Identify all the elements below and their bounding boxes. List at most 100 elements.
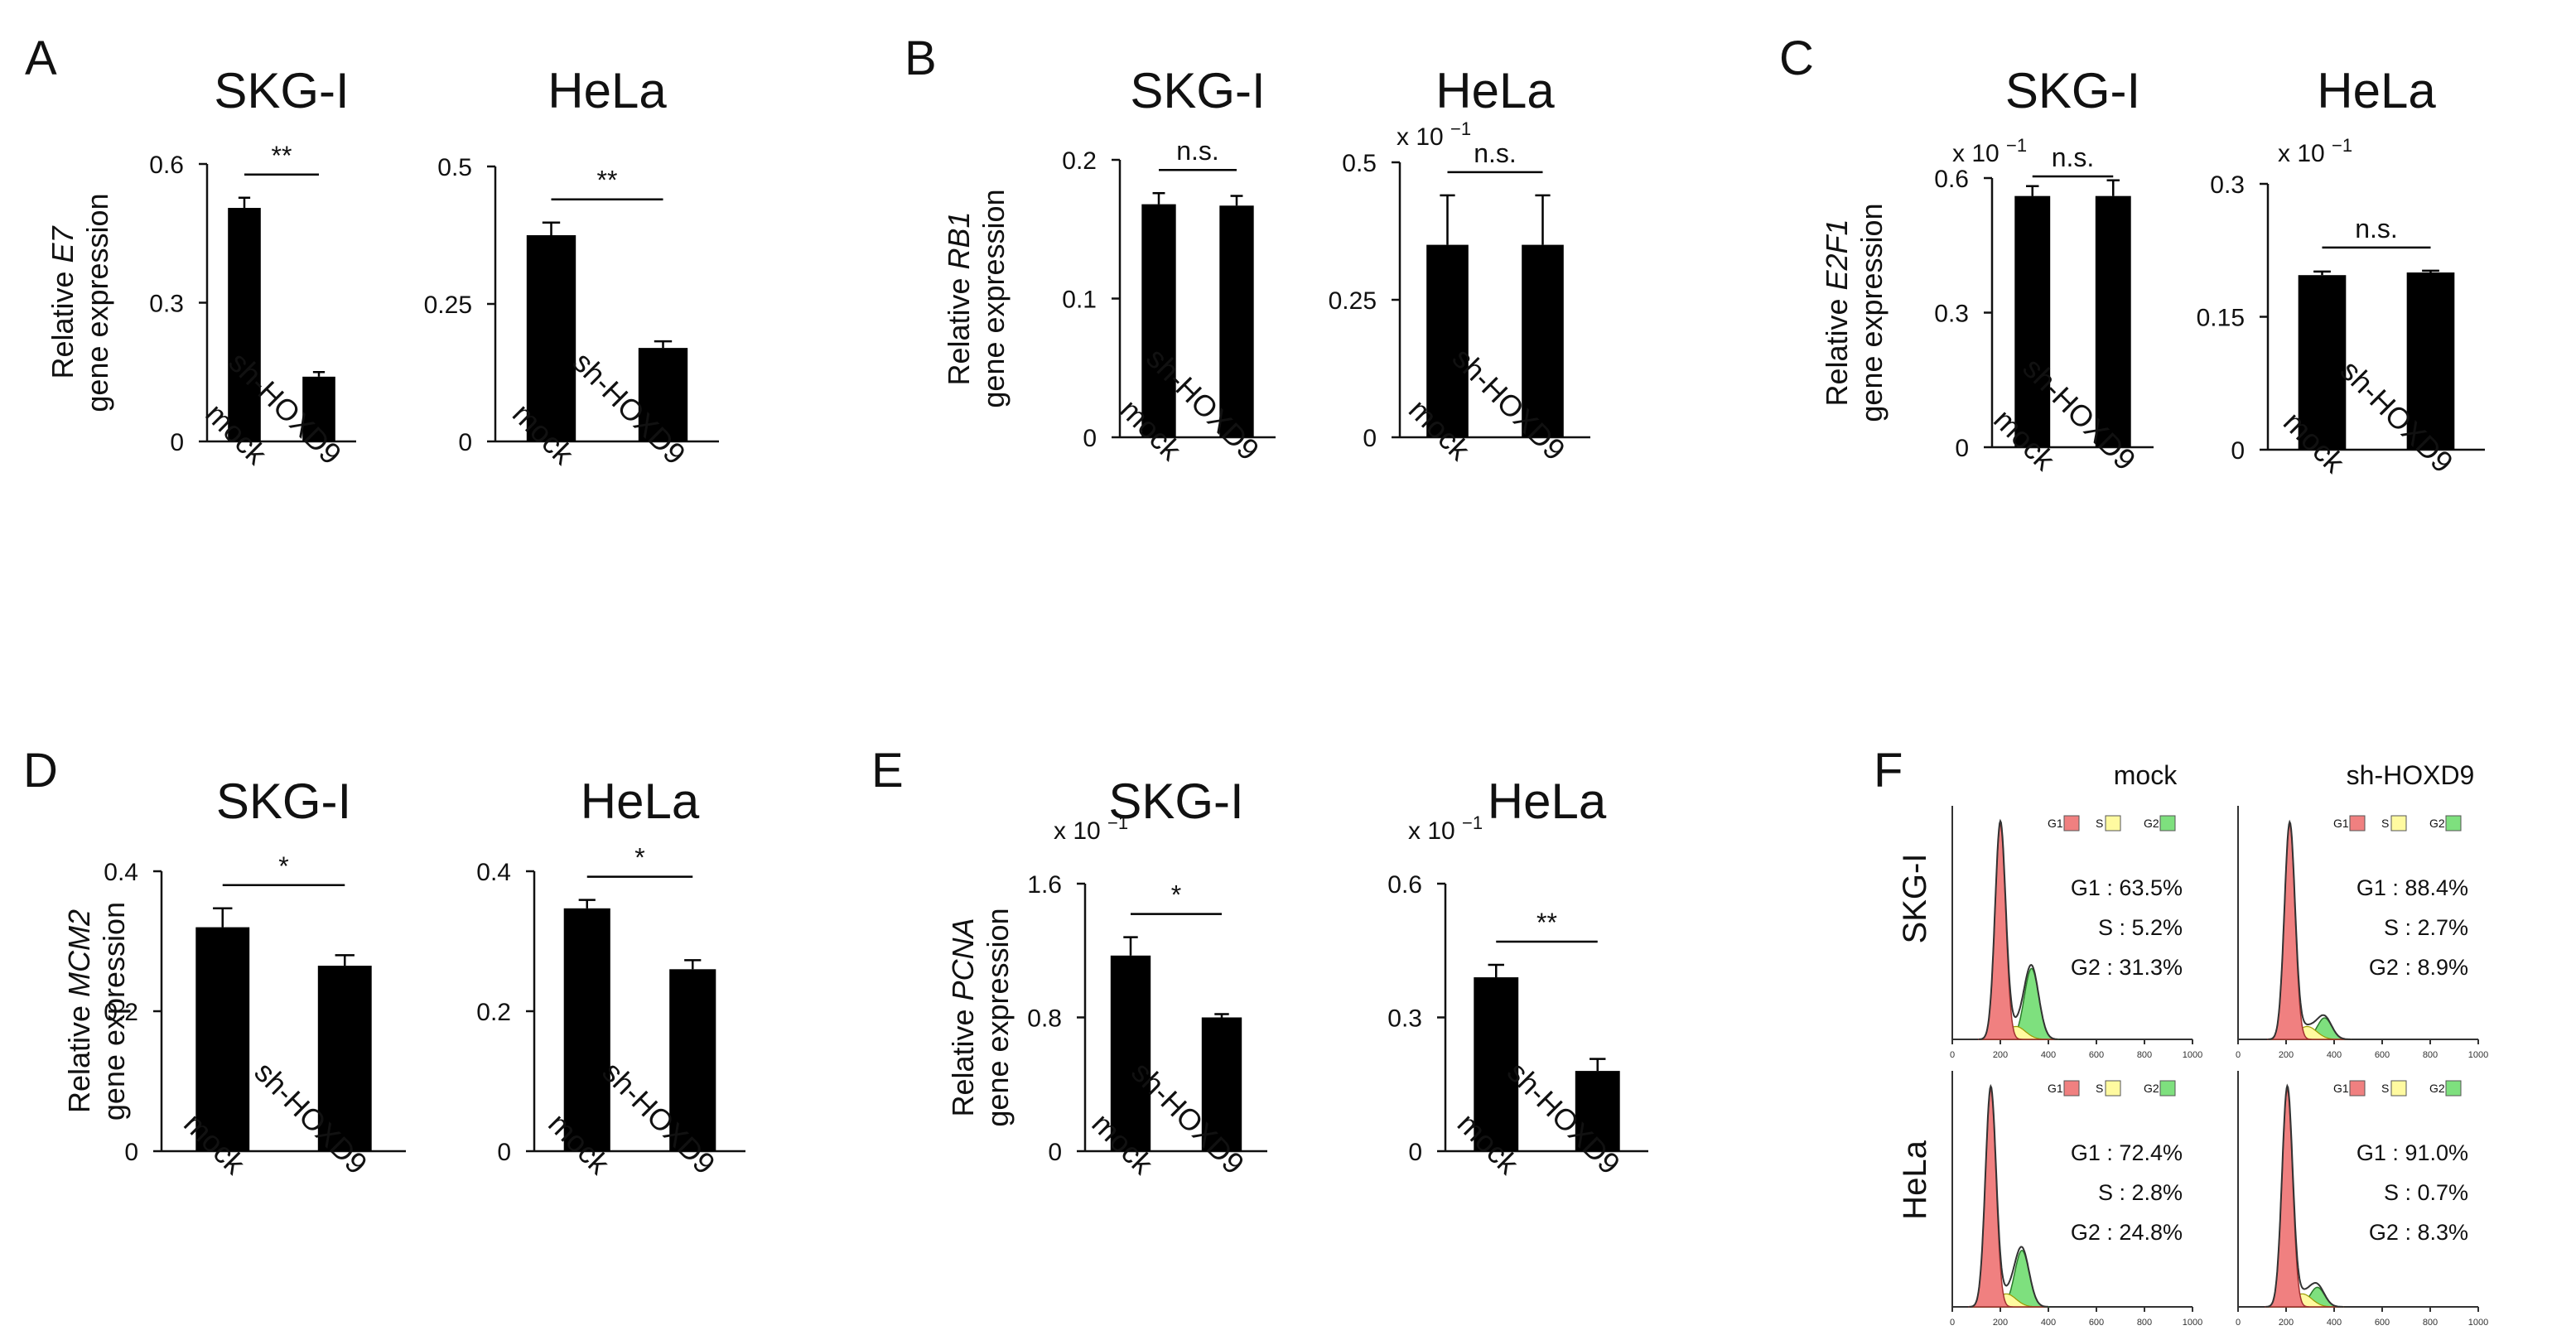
significance-label: n.s. [2355,214,2398,243]
histogram-x-tick-label: 1000 [2468,1050,2488,1060]
y-axis-label-line2: gene expression [97,902,131,1121]
histogram-x-tick-label: 0 [1950,1318,1955,1328]
y-tick-label: 0.4 [476,859,511,886]
row-header: HeLa [1897,1140,1933,1219]
chart-title: SKG-I [214,63,349,118]
legend-swatch-G1 [2349,815,2366,831]
histogram-x-tick-label: 800 [2137,1050,2152,1060]
legend-swatch-G2 [2445,1080,2462,1097]
y-tick-label: 0.25 [424,292,472,319]
panel-label: A [25,31,57,85]
axis-multiplier: x 10 −1 [1397,118,1471,151]
legend-label: G2 [2144,817,2159,830]
bar-sh-HOXD9 [638,348,688,441]
y-tick-label: 0.2 [104,999,138,1026]
legend-swatch-G2 [2159,815,2176,831]
y-axis-label-line2: gene expression [981,908,1015,1126]
legend-swatch-G1 [2063,815,2080,831]
panel-label: F [1874,744,1903,798]
significance-label: n.s. [1176,136,1219,166]
bar-sh-HOXD9 [2095,195,2131,447]
bar-sh-HOXD9 [1219,205,1254,437]
bar-mock [2014,195,2051,447]
phase-percentage: G1 : 88.4% [2357,875,2468,900]
legend-label: S [2096,1082,2103,1095]
y-tick-label: 0 [1048,1139,1062,1166]
y-label-gene: E7 [46,224,80,263]
histogram-2: 0 200 400 600 800 1000 G1 S G2 G1 : 88.4% S : 2.7%… [2236,806,2488,1060]
histogram-x-tick-label: 400 [2327,1318,2342,1328]
legend-label: S [2381,817,2389,830]
bar-sh-HOXD9 [1522,244,1564,437]
histogram-x-tick-label: 1000 [2183,1318,2202,1328]
y-tick-label: 0 [1363,425,1377,452]
panel-label: E [871,744,904,798]
axis-multiplier: x 10 −1 [2278,135,2352,167]
y-axis-label: Relative E2F1 [1820,219,1854,406]
legend-label: S [2381,1082,2389,1095]
y-tick-label: 0.3 [2210,171,2245,199]
legend-swatch-S [2105,1080,2121,1097]
y-tick-label: 0.5 [1342,150,1377,177]
legend-swatch-G2 [2159,1080,2176,1097]
legend-label: G2 [2429,817,2445,830]
y-axis-label: Relative E7 [46,224,80,378]
chart-panel-9: 0 0.8 1.6 SKG-I E Relative PCNA gene expressio… [871,744,1267,1181]
chart-title: SKG-I [1108,774,1243,829]
axis-multiplier: x 10 −1 [1408,812,1483,845]
y-tick-label: 0.4 [104,859,138,886]
bar-mock [526,235,576,441]
legend-label: G1 [2048,817,2063,830]
y-axis-label: Relative MCM2 [62,909,96,1113]
chart-title: SKG-I [2005,63,2140,118]
total-histogram-line [1969,1083,2048,1308]
multiplier-base: x 10 [2278,140,2332,167]
chart-title: HeLa [1488,774,1607,829]
chart-panel-3: 0 0.1 0.2 SKG-I B Relative RB1 gene expression… [904,31,1276,467]
histogram-x-tick-label: 200 [1993,1318,2008,1328]
histogram-x-tick-label: 1000 [2468,1318,2488,1328]
bar-mock [1110,955,1151,1151]
panel-label: C [1779,31,1814,85]
multiplier-exponent: −1 [1107,812,1128,833]
histogram-x-tick-label: 400 [2041,1318,2056,1328]
y-tick-label: 0.6 [149,152,184,179]
y-axis-label: Relative RB1 [942,211,976,385]
histogram-x-tick-label: 400 [2041,1050,2056,1060]
y-label-prefix: Relative [46,263,80,378]
y-tick-label: 0.25 [1329,287,1377,315]
y-tick-label: 0 [170,429,184,456]
chart-title: HeLa [1435,63,1555,118]
histogram-x-tick-label: 600 [2375,1318,2390,1328]
legend-swatch-G2 [2445,815,2462,831]
y-tick-label: 0.2 [476,999,511,1026]
y-tick-label: 0.15 [2197,305,2245,332]
multiplier-exponent: −1 [1450,118,1471,139]
significance-label: n.s. [1474,138,1517,168]
y-tick-label: 0.6 [1934,166,1969,193]
phase-percentage: G2 : 8.9% [2369,955,2468,980]
multiplier-base: x 10 [1054,817,1107,845]
histogram-x-tick-label: 800 [2137,1318,2152,1328]
bar-sh-HOXD9 [1201,1017,1242,1151]
y-axis-label: Relative PCNA [946,918,980,1116]
histogram-x-tick-label: 0 [1950,1050,1955,1060]
y-tick-label: 0 [497,1139,511,1166]
multiplier-base: x 10 [1397,123,1450,151]
y-axis-label-line2: gene expression [1855,203,1889,422]
chart-panel-7: 0 0.2 0.4 SKG-I D Relative MCM2 gene expressio… [23,744,406,1181]
phase-percentage: G2 : 31.3% [2071,955,2183,980]
histogram-x-tick-label: 200 [2279,1050,2294,1060]
y-tick-label: 0.3 [1387,1005,1422,1033]
chart-title: HeLa [548,63,667,118]
column-header: sh-HOXD9 [2347,760,2475,790]
y-label-gene: MCM2 [62,909,96,997]
bar-sh-HOXD9 [2406,272,2455,450]
bar-mock [2298,275,2347,450]
y-label-prefix: Relative [1820,290,1854,406]
y-label-prefix: Relative [62,997,96,1113]
